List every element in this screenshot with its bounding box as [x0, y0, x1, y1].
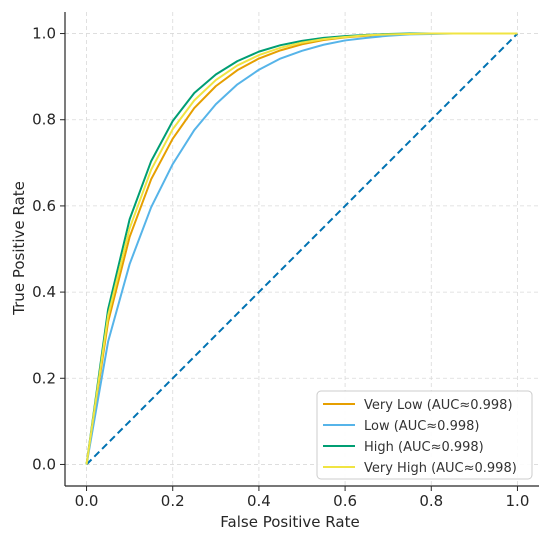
- reference-diagonal: [85, 32, 519, 466]
- series-line-3: [85, 32, 518, 465]
- legend-label-1: Low (AUC≈0.998): [364, 419, 479, 434]
- legend-label-2: High (AUC≈0.998): [364, 440, 484, 455]
- y-tick-label-5: 1.0: [32, 25, 56, 43]
- x-tick-label-4: 0.8: [419, 492, 443, 510]
- y-tick-label-2: 0.4: [32, 283, 56, 301]
- x-tick-labels: 0.0 0.2 0.4 0.6 0.8 1.0: [75, 486, 530, 510]
- reference-line: [85, 32, 519, 466]
- x-tick-label-1: 0.2: [161, 492, 185, 510]
- x-tick-label-2: 0.4: [247, 492, 271, 510]
- x-tick-label-3: 0.6: [333, 492, 357, 510]
- legend-label-3: Very High (AUC≈0.998): [364, 461, 517, 476]
- legend-label-0: Very Low (AUC≈0.998): [364, 398, 513, 413]
- x-axis-title: False Positive Rate: [220, 513, 359, 531]
- y-tick-label-1: 0.2: [32, 369, 56, 387]
- x-tick-label-0: 0.0: [75, 492, 99, 510]
- axes: [64, 12, 539, 487]
- legend: Very Low (AUC≈0.998) Low (AUC≈0.998) High …: [316, 390, 533, 480]
- x-tick-label-5: 1.0: [506, 492, 530, 510]
- y-tick-label-3: 0.6: [32, 197, 56, 215]
- y-tick-label-0: 0.0: [32, 455, 56, 473]
- roc-curves: [85, 32, 518, 465]
- y-axis-title: True Positive Rate: [10, 181, 28, 316]
- y-tick-label-4: 0.8: [32, 111, 56, 129]
- legend-box: [316, 390, 533, 480]
- y-tick-labels: 0.0 0.2 0.4 0.6 0.8 1.0: [32, 25, 65, 473]
